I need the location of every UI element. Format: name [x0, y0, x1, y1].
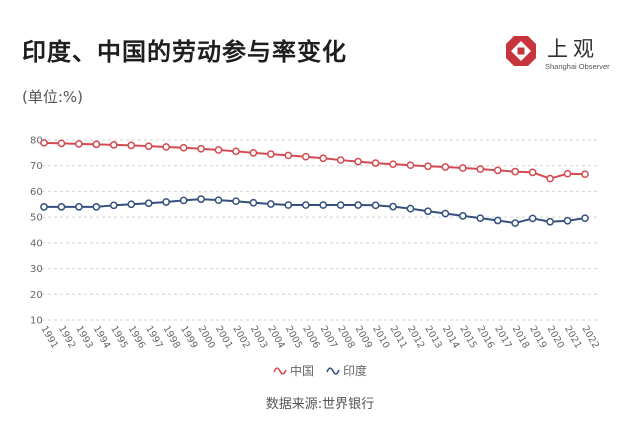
india-data-point	[458, 212, 467, 220]
china-data-point	[511, 167, 520, 176]
china-data-point	[546, 174, 554, 183]
legend-item-india[interactable]: 印度	[326, 362, 367, 379]
y-tick-label: 70	[30, 161, 43, 172]
china-data-point	[92, 140, 101, 149]
china-data-point	[563, 169, 572, 178]
india-data-point	[371, 201, 380, 210]
china-data-point	[493, 166, 502, 175]
chart-title: 印度、中国的劳动参与率变化	[22, 38, 347, 66]
china-data-point	[319, 154, 328, 163]
china-data-point	[214, 146, 223, 154]
china-data-point	[371, 159, 380, 167]
logo-name: 上观	[547, 37, 599, 61]
china-data-point	[406, 161, 415, 170]
y-tick-label: 40	[30, 238, 43, 249]
india-data-point	[354, 201, 362, 209]
china-data-point	[144, 142, 153, 151]
china-data-point	[127, 141, 136, 150]
india-data-point	[528, 214, 537, 223]
y-tick-label: 50	[30, 213, 43, 224]
china-data-point	[284, 151, 293, 160]
india-data-point	[511, 219, 520, 227]
china-series	[40, 138, 589, 183]
y-tick-label: 80	[30, 136, 43, 147]
china-data-point	[354, 157, 362, 166]
india-data-point	[546, 217, 554, 226]
india-series	[40, 195, 589, 227]
china-data-point	[179, 143, 188, 152]
china-data-point	[441, 163, 450, 171]
china-data-point	[476, 165, 485, 173]
data-source-note: 数据来源:世界银行	[265, 397, 375, 412]
chart-legend: 中国 印度	[0, 362, 640, 379]
china-data-point	[458, 164, 467, 172]
china-data-point	[249, 149, 258, 157]
legend-label-china: 中国	[289, 364, 314, 378]
legend-line-icon	[326, 366, 340, 375]
china-data-point	[581, 170, 589, 179]
gridlines	[42, 139, 597, 321]
india-data-point	[424, 207, 432, 216]
india-data-point	[179, 196, 188, 205]
india-data-point	[267, 200, 275, 208]
india-data-point	[75, 203, 83, 211]
y-tick-label: 10	[30, 316, 43, 327]
y-axis: 10 20 30 40 50 60 70 80	[30, 136, 43, 327]
india-data-point	[232, 197, 240, 206]
india-data-point	[389, 202, 397, 211]
china-data-point	[267, 150, 275, 158]
india-data-point	[493, 216, 502, 225]
india-data-point	[144, 199, 153, 208]
x-tick-label: 2022	[579, 324, 601, 350]
india-data-point	[336, 201, 345, 209]
china-series-line	[43, 141, 586, 180]
y-tick-label: 30	[30, 264, 43, 275]
india-data-point	[127, 200, 136, 209]
legend-line-icon	[273, 366, 287, 375]
india-data-point	[441, 209, 450, 218]
india-data-point	[284, 201, 293, 209]
india-data-point	[214, 196, 223, 205]
india-data-point	[109, 201, 118, 210]
india-data-point	[40, 203, 48, 211]
china-data-point	[232, 147, 240, 156]
india-data-point	[319, 201, 328, 209]
china-data-point	[424, 162, 432, 171]
china-data-point	[162, 143, 171, 151]
india-data-point	[162, 198, 171, 206]
china-data-point	[109, 141, 118, 149]
legend-label-india: 印度	[343, 364, 368, 378]
india-data-point	[249, 198, 258, 207]
shanghai-observer-logo-icon	[506, 36, 536, 66]
india-data-point	[57, 203, 66, 211]
india-data-point	[301, 201, 310, 209]
china-data-point	[75, 140, 83, 148]
china-data-point	[528, 168, 537, 177]
china-data-point	[197, 144, 205, 153]
logo-english-name: Shanghai Observer	[545, 62, 610, 71]
legend-item-china[interactable]: 中国	[273, 362, 314, 379]
y-tick-label: 60	[30, 187, 43, 198]
china-data-point	[57, 139, 66, 148]
x-axis: 1991199219931994199519961997199819992000…	[38, 324, 601, 350]
india-data-point	[563, 216, 572, 225]
india-data-point	[197, 195, 205, 203]
india-data-point	[406, 204, 415, 213]
india-data-point	[581, 214, 589, 223]
india-series-line	[43, 198, 586, 225]
china-data-point	[336, 156, 345, 164]
y-tick-label: 20	[30, 290, 43, 301]
india-data-point	[476, 214, 485, 223]
china-data-point	[389, 160, 397, 169]
india-data-point	[92, 203, 101, 211]
china-data-point	[40, 138, 48, 147]
unit-subtitle: (单位:%)	[22, 88, 84, 106]
shanghai-observer-logo: 上观 Shanghai Observer	[505, 33, 630, 75]
china-data-point	[301, 152, 310, 161]
